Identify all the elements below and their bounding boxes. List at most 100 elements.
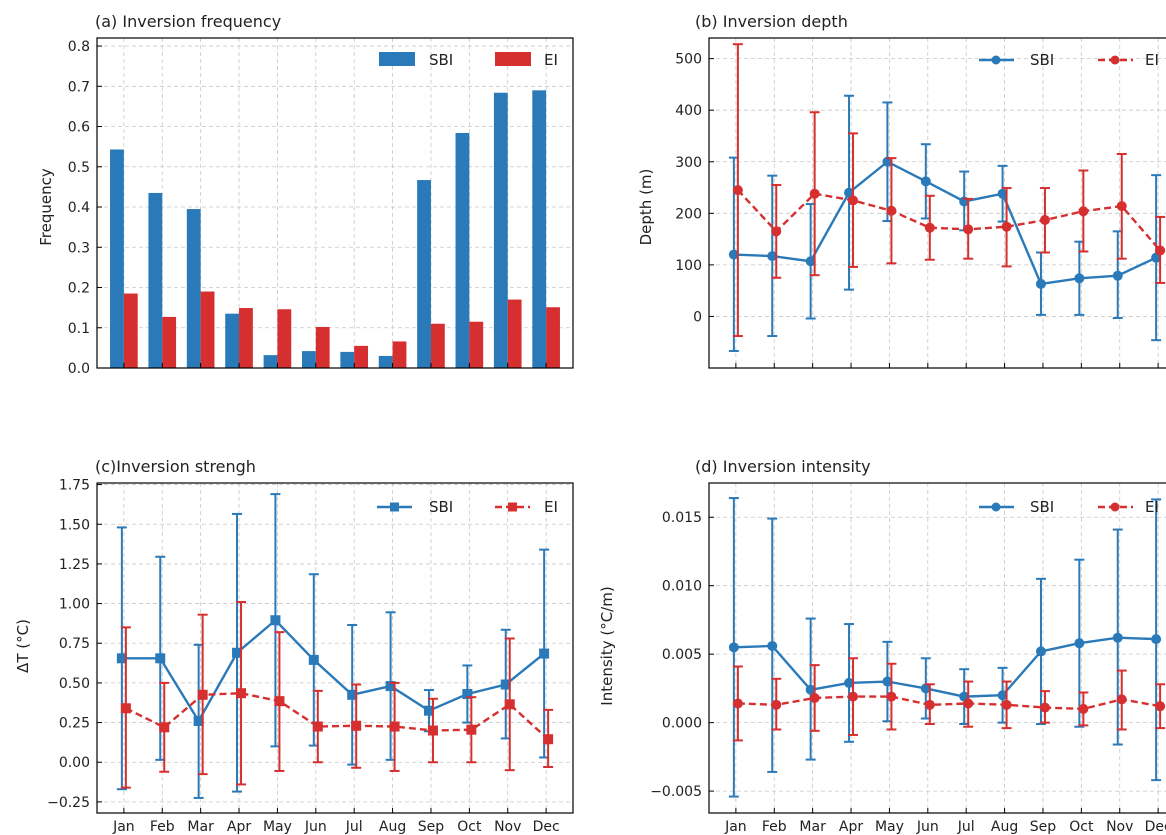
panel-b-grid bbox=[709, 38, 1166, 368]
point-ei-oct bbox=[1078, 703, 1089, 714]
point-sbi-apr bbox=[844, 677, 855, 688]
y-tick-label: 0.000 bbox=[662, 716, 702, 732]
panel-b-xticks bbox=[735, 363, 1159, 368]
point-ei-jul bbox=[963, 224, 974, 235]
point-sbi-feb bbox=[767, 640, 778, 651]
legend-marker-ei bbox=[508, 502, 517, 512]
y-tick-label: 0.75 bbox=[59, 636, 90, 652]
point-sbi-jan bbox=[728, 642, 739, 653]
x-tick-label: May bbox=[263, 819, 292, 835]
x-tick-label: Jul bbox=[345, 819, 363, 835]
panel-b: (b) Inversion depth 0 100 200 300 400 500 Dep… bbox=[637, 12, 1166, 369]
panel-b-legend: SBI EI bbox=[979, 51, 1159, 69]
bar-sbi-apr bbox=[225, 313, 240, 368]
bar-sbi-aug bbox=[378, 355, 393, 368]
panel-d-yticks: −0.005 0.000 0.005 0.010 0.015 bbox=[650, 510, 714, 800]
point-sbi-jun bbox=[920, 176, 931, 187]
point-ei-dec bbox=[543, 734, 554, 745]
panel-a-frame bbox=[96, 37, 574, 369]
y-tick-label: 0.8 bbox=[68, 39, 90, 55]
point-sbi-oct bbox=[462, 689, 473, 700]
panel-a-marks bbox=[110, 90, 560, 369]
panel-a-ylabel: Frequency bbox=[37, 168, 55, 246]
legend-label-sbi: SBI bbox=[1030, 51, 1054, 69]
point-ei-jul bbox=[351, 720, 362, 731]
x-tick-label: Dec bbox=[1145, 819, 1166, 835]
point-ei-apr bbox=[848, 195, 859, 206]
point-ei-sep bbox=[1039, 702, 1050, 713]
panel-d-legend: SBI EI bbox=[979, 498, 1159, 516]
bar-ei-jul bbox=[354, 345, 369, 368]
legend-label-ei: EI bbox=[544, 51, 558, 69]
bar-ei-sep bbox=[430, 323, 445, 368]
bar-sbi-jul bbox=[340, 351, 355, 368]
point-sbi-aug bbox=[997, 188, 1008, 199]
point-sbi-may bbox=[270, 615, 281, 626]
legend-marker-ei bbox=[1110, 55, 1120, 65]
point-ei-oct bbox=[1078, 206, 1089, 217]
y-tick-label: −0.005 bbox=[650, 784, 702, 800]
y-tick-label: −0.25 bbox=[47, 795, 90, 811]
point-sbi-oct bbox=[1074, 273, 1085, 284]
legend-marker-sbi bbox=[991, 502, 1001, 512]
y-tick-label: 200 bbox=[675, 206, 702, 222]
point-sbi-dec bbox=[1151, 634, 1162, 645]
bar-ei-jan bbox=[123, 293, 138, 368]
point-sbi-nov bbox=[500, 679, 511, 690]
legend-marker-ei bbox=[1110, 502, 1120, 512]
legend-label-sbi: SBI bbox=[429, 51, 453, 69]
x-tick-label: Jun bbox=[304, 819, 327, 835]
legend-label-sbi: SBI bbox=[1030, 498, 1054, 516]
point-sbi-nov bbox=[1112, 632, 1123, 643]
panel-c-yticks: −0.25 0.00 0.25 0.50 0.75 1.00 1.25 1.50 1.75 bbox=[47, 478, 102, 811]
y-tick-label: 0.7 bbox=[68, 79, 90, 95]
point-sbi-jan bbox=[116, 653, 127, 664]
point-ei-jan bbox=[732, 698, 743, 709]
y-tick-label: 0.4 bbox=[68, 200, 90, 216]
point-sbi-mar bbox=[805, 684, 816, 695]
panel-b-marks bbox=[728, 43, 1166, 352]
bar-sbi-dec bbox=[532, 90, 547, 368]
point-sbi-may bbox=[882, 676, 893, 687]
x-tick-label: Sep bbox=[1030, 819, 1057, 835]
point-ei-aug bbox=[1001, 699, 1012, 710]
y-tick-label: 100 bbox=[675, 258, 702, 274]
bar-sbi-oct bbox=[455, 132, 470, 368]
x-tick-label: Jan bbox=[112, 819, 135, 835]
x-tick-label: Jun bbox=[916, 819, 939, 835]
x-tick-label: Feb bbox=[762, 819, 787, 835]
panel-c-xticks: Jan Feb Mar Apr May Jun Jul Aug Sep Oct Nov Dec bbox=[112, 808, 560, 835]
legend-marker-sbi bbox=[991, 55, 1001, 65]
x-tick-label: Aug bbox=[991, 819, 1018, 835]
x-tick-label: Dec bbox=[533, 819, 560, 835]
point-ei-mar bbox=[809, 188, 820, 199]
point-ei-aug bbox=[389, 721, 400, 732]
legend-label-sbi: SBI bbox=[429, 498, 453, 516]
x-tick-label: Nov bbox=[494, 819, 521, 835]
legend-swatch-ei bbox=[495, 52, 531, 66]
point-sbi-jul bbox=[347, 689, 358, 700]
panel-c-title: (c)Inversion strengh bbox=[95, 457, 256, 476]
x-tick-label: Oct bbox=[1069, 819, 1094, 835]
point-sbi-mar bbox=[805, 256, 816, 267]
point-ei-jul bbox=[963, 698, 974, 709]
x-tick-label: Apr bbox=[227, 819, 251, 835]
point-ei-jan bbox=[732, 185, 743, 196]
bar-ei-aug bbox=[392, 341, 407, 368]
panel-a-legend: SBI EI bbox=[379, 51, 558, 69]
y-tick-label: 0.6 bbox=[68, 120, 90, 136]
point-ei-jan bbox=[120, 703, 131, 714]
point-sbi-aug bbox=[997, 690, 1008, 701]
point-sbi-nov bbox=[1112, 270, 1123, 281]
point-sbi-feb bbox=[767, 251, 778, 262]
point-ei-sep bbox=[1039, 215, 1050, 226]
bar-sbi-sep bbox=[417, 180, 431, 368]
legend-label-ei: EI bbox=[1145, 51, 1159, 69]
legend-label-ei: EI bbox=[544, 498, 558, 516]
bar-ei-jun bbox=[315, 326, 330, 368]
point-ei-feb bbox=[159, 722, 170, 733]
y-tick-label: 0.2 bbox=[68, 281, 90, 297]
bar-sbi-nov bbox=[493, 92, 508, 369]
panel-c-legend: SBI EI bbox=[377, 498, 558, 516]
point-ei-sep bbox=[427, 725, 438, 736]
